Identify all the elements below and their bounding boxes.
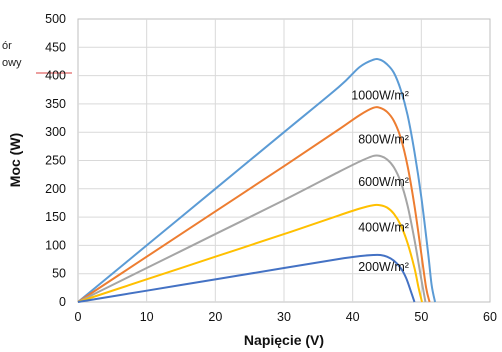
series-line-600wm <box>77 154 427 303</box>
x-tick-label: 20 <box>208 310 222 324</box>
series-line-800wm <box>77 106 431 303</box>
x-axis-title: Napięcie (V) <box>244 332 324 348</box>
series-label-200wm: 200W/m² <box>358 260 409 274</box>
y-tick-label: 100 <box>45 238 66 252</box>
y-tick-label: 0 <box>59 295 66 309</box>
y-tick-label: 500 <box>45 12 66 26</box>
y-tick-label: 400 <box>45 69 66 83</box>
x-tick-label: 30 <box>277 310 291 324</box>
series-label-800wm: 800W/m² <box>358 133 409 147</box>
x-tick-labels: 0 10 20 30 40 50 60 <box>75 310 497 324</box>
y-tick-label: 350 <box>45 97 66 111</box>
series-line-400wm <box>77 203 423 303</box>
series-label-400wm: 400W/m² <box>358 220 409 234</box>
y-tick-label: 200 <box>45 182 66 196</box>
y-tick-label: 150 <box>45 210 66 224</box>
side-note-line-1: ór <box>2 40 12 52</box>
y-tick-label: 50 <box>52 267 66 281</box>
series-group <box>77 58 437 303</box>
x-tick-label: 50 <box>414 310 428 324</box>
x-tick-label: 60 <box>483 310 497 324</box>
series-line-1000wm <box>77 58 437 303</box>
y-tick-label: 250 <box>45 154 66 168</box>
x-tick-label: 0 <box>75 310 82 324</box>
series-line-200wm <box>77 253 416 303</box>
y-axis-title: Moc (W) <box>7 133 23 187</box>
x-tick-label: 10 <box>140 310 154 324</box>
series-label-1000wm: 1000W/m² <box>351 88 409 102</box>
y-tick-label: 450 <box>45 40 66 54</box>
y-tick-labels: 0 50 100 150 200 250 300 350 400 450 500 <box>45 12 66 309</box>
side-note-line-2: owy <box>2 57 22 69</box>
x-tick-label: 40 <box>346 310 360 324</box>
series-labels: 1000W/m² 800W/m² 600W/m² 400W/m² 200W/m² <box>351 88 409 273</box>
y-tick-label: 300 <box>45 125 66 139</box>
series-label-600wm: 600W/m² <box>358 175 409 189</box>
